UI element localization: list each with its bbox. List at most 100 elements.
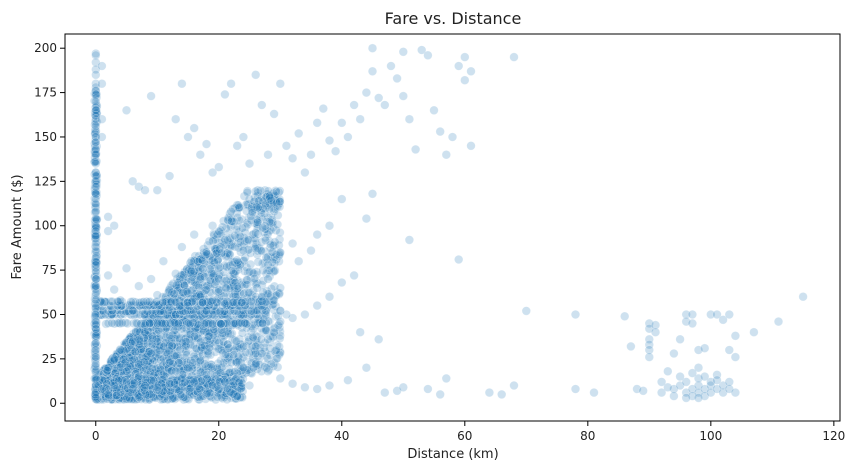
density-point	[170, 318, 180, 328]
density-point	[167, 384, 177, 394]
density-point	[120, 341, 130, 352]
data-point	[183, 288, 193, 298]
density-point	[177, 360, 187, 370]
density-point	[97, 383, 107, 394]
density-point	[98, 394, 108, 405]
density-point	[218, 233, 228, 243]
density-point	[223, 214, 233, 225]
data-point	[663, 366, 673, 376]
density-point	[171, 377, 181, 387]
density-point	[103, 392, 113, 402]
density-point	[123, 344, 133, 354]
density-point	[257, 318, 268, 328]
density-point	[250, 320, 260, 330]
data-point	[398, 91, 408, 101]
data-point	[220, 299, 230, 309]
data-point	[675, 334, 685, 344]
density-point	[94, 372, 104, 382]
density-point	[91, 391, 101, 401]
density-point	[237, 328, 248, 338]
density-point	[197, 262, 207, 272]
density-point	[131, 363, 141, 373]
density-point	[145, 317, 155, 327]
density-point	[198, 378, 209, 388]
density-point	[240, 319, 250, 329]
data-point	[263, 334, 273, 344]
density-point	[232, 319, 242, 330]
density-point	[225, 220, 235, 231]
data-point	[146, 348, 156, 359]
data-point	[97, 114, 107, 124]
density-point	[100, 371, 110, 381]
density-point	[131, 382, 142, 392]
density-point	[186, 356, 196, 366]
density-point	[269, 240, 280, 250]
x-tick-label: 0	[92, 429, 100, 443]
density-point	[101, 385, 111, 395]
data-point	[146, 274, 156, 284]
density-point	[204, 287, 214, 298]
density-point	[93, 373, 103, 383]
density-point	[226, 315, 236, 325]
density-point	[155, 388, 165, 398]
data-point	[435, 389, 445, 400]
density-point	[196, 373, 206, 383]
density-point	[108, 392, 118, 402]
density-point	[160, 296, 170, 307]
density-point	[112, 391, 122, 401]
density-point	[212, 321, 222, 332]
data-point	[257, 292, 267, 302]
density-point	[161, 292, 171, 302]
density-point	[160, 357, 171, 367]
density-point	[108, 358, 118, 369]
density-point	[136, 321, 146, 331]
density-point	[234, 284, 244, 295]
density-point	[92, 384, 102, 394]
density-point	[102, 375, 112, 385]
density-point	[256, 246, 267, 256]
density-point	[181, 338, 191, 349]
data-point	[263, 274, 273, 284]
density-point	[143, 369, 153, 379]
density-point	[195, 255, 205, 266]
density-point	[237, 297, 247, 308]
data-point	[361, 363, 372, 373]
data-point	[693, 393, 704, 403]
density-point	[135, 327, 145, 337]
density-point	[170, 374, 180, 384]
density-point	[200, 341, 210, 351]
density-point	[177, 291, 188, 301]
density-point	[152, 363, 162, 373]
data-point	[146, 91, 156, 101]
density-point	[211, 297, 221, 308]
density-point	[122, 392, 132, 402]
density-point	[232, 343, 242, 353]
density-point	[124, 353, 134, 363]
density-point	[235, 302, 245, 313]
density-point	[151, 375, 161, 386]
density-point	[135, 359, 145, 369]
density-point	[126, 297, 136, 307]
data-point	[121, 263, 132, 273]
density-point	[167, 298, 177, 309]
density-point	[181, 276, 191, 286]
density-point	[216, 319, 226, 329]
density-point	[237, 323, 247, 333]
density-point	[137, 368, 147, 379]
density-point	[98, 369, 109, 379]
density-point	[117, 348, 127, 358]
density-point	[97, 384, 107, 395]
density-point	[199, 252, 209, 262]
density-point	[186, 333, 196, 343]
density-point	[253, 222, 263, 232]
density-point	[193, 351, 203, 361]
density-point	[143, 357, 153, 367]
density-point	[222, 306, 232, 316]
density-point	[132, 389, 142, 399]
density-point	[152, 376, 162, 386]
density-point	[171, 314, 181, 325]
density-point	[269, 324, 279, 334]
data-point	[281, 141, 292, 151]
density-point	[137, 344, 147, 354]
data-point	[447, 132, 458, 142]
